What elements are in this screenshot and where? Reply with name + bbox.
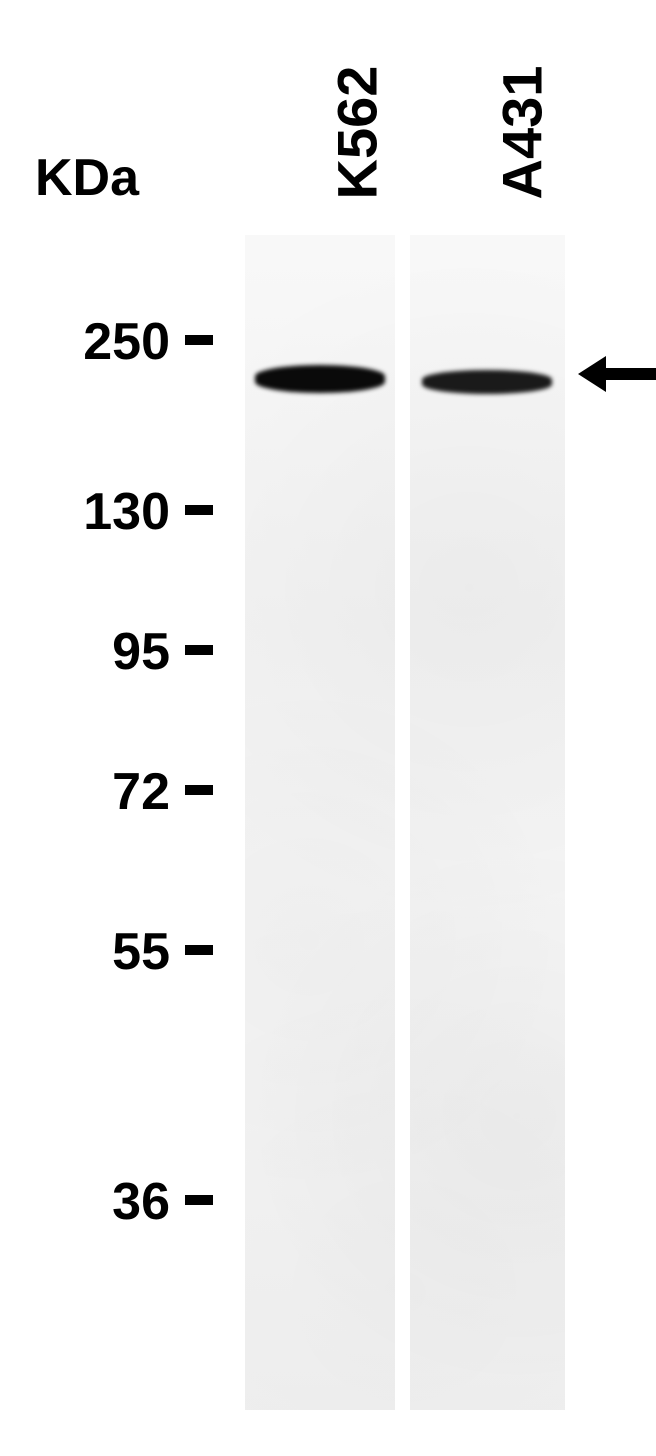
lane-label-k562: K562	[324, 66, 389, 200]
marker-tick-95	[185, 645, 213, 655]
band-a431	[422, 370, 552, 394]
marker-95: 95	[112, 622, 170, 682]
marker-tick-55	[185, 945, 213, 955]
marker-36: 36	[112, 1172, 170, 1232]
western-blot-figure: KDa K562 A431 250 130 95 72 55 36	[0, 0, 656, 1456]
marker-tick-250	[185, 335, 213, 345]
lane-separator	[395, 235, 410, 1410]
marker-72: 72	[112, 762, 170, 822]
unit-label: KDa	[35, 148, 139, 208]
marker-tick-130	[185, 505, 213, 515]
marker-250: 250	[83, 312, 170, 372]
target-band-arrow-icon	[578, 350, 656, 403]
marker-130: 130	[83, 482, 170, 542]
marker-55: 55	[112, 922, 170, 982]
marker-tick-36	[185, 1195, 213, 1205]
band-k562	[255, 365, 385, 393]
marker-tick-72	[185, 785, 213, 795]
lane-label-a431: A431	[489, 66, 554, 200]
